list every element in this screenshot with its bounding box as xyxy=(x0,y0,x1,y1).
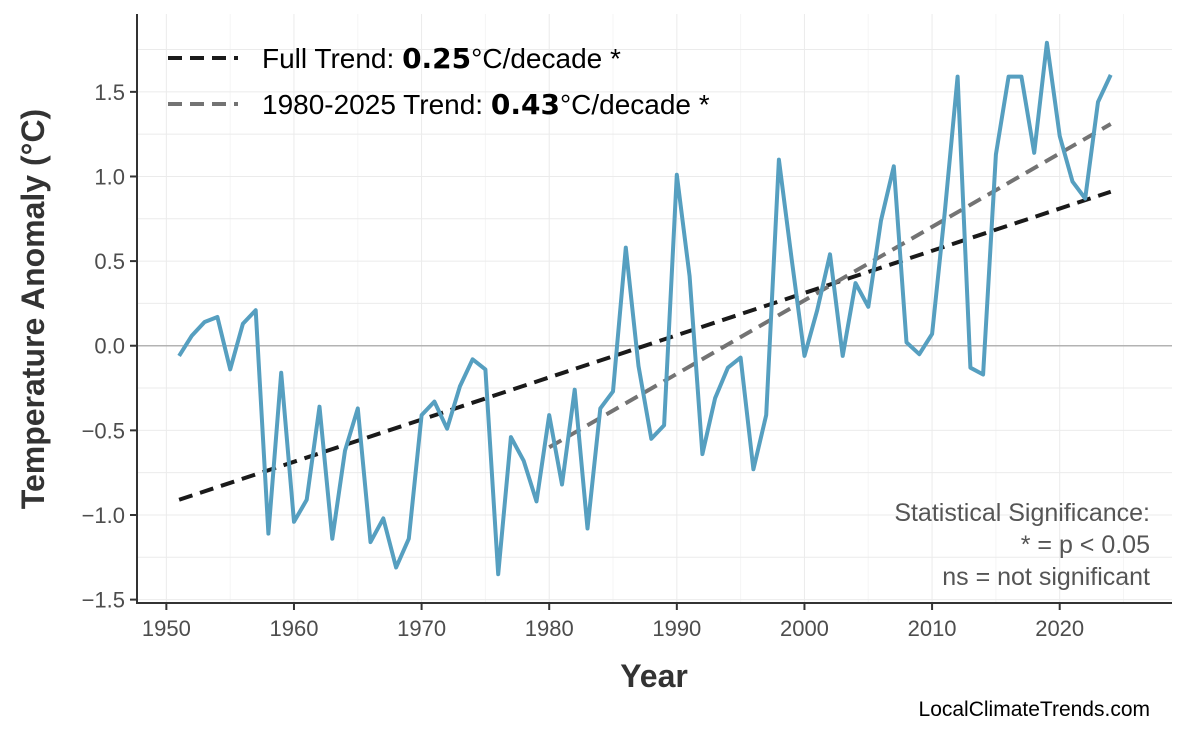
legend-label-recent-trend: 1980-2025 Trend: 0.43°C/decade * xyxy=(262,88,710,121)
y-tick-label: −1.5 xyxy=(82,588,125,613)
y-tick-label: 0.5 xyxy=(94,249,125,274)
note-line: ns = not significant xyxy=(942,563,1150,591)
axis-ticks: 1950 1960 1970 1980 1990 2000 2010 2020 −1.5 −1.0… xyxy=(82,80,1085,641)
y-tick-label: −1.0 xyxy=(82,503,125,528)
recent-trend-line xyxy=(548,122,1112,450)
x-axis-label: Year xyxy=(620,658,688,694)
y-tick-label: 0.0 xyxy=(94,334,125,359)
note-line: Statistical Significance: xyxy=(894,499,1150,527)
x-tick-label: 1970 xyxy=(397,616,446,641)
x-tick-label: 1980 xyxy=(525,616,574,641)
significance-note: Statistical Significance: * = p < 0.05 n… xyxy=(894,499,1150,591)
y-tick-label: 1.5 xyxy=(94,80,125,105)
y-tick-label: 1.0 xyxy=(94,164,125,189)
note-line: * = p < 0.05 xyxy=(1021,531,1150,559)
source-credit: LocalClimateTrends.com xyxy=(919,698,1150,721)
legend: Full Trend: 0.25°C/decade * 1980-2025 Tr… xyxy=(168,42,710,121)
x-tick-label: 1990 xyxy=(652,616,701,641)
x-tick-label: 2010 xyxy=(908,616,957,641)
x-tick-label: 1960 xyxy=(269,616,318,641)
full-trend-line xyxy=(178,189,1112,502)
x-tick-label: 2000 xyxy=(780,616,829,641)
legend-label-full-trend: Full Trend: 0.25°C/decade * xyxy=(262,42,621,75)
y-axis-label: Temperature Anomaly (°C) xyxy=(15,109,51,509)
y-tick-label: −0.5 xyxy=(82,418,125,443)
trend-lines xyxy=(178,122,1112,502)
x-tick-label: 2020 xyxy=(1035,616,1084,641)
x-tick-label: 1950 xyxy=(142,616,191,641)
anomaly-series-line xyxy=(177,40,1113,577)
